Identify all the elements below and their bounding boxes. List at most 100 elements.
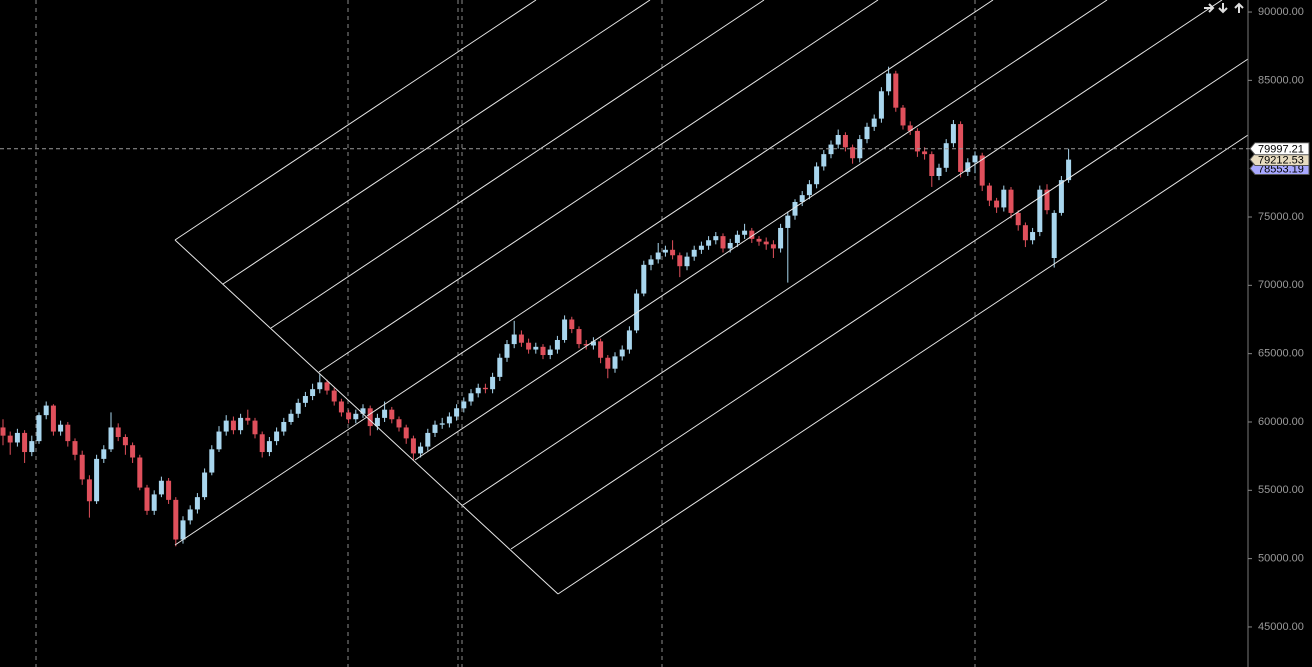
fork-line: [318, 0, 879, 373]
candle-body: [1001, 189, 1007, 208]
candle-body: [727, 242, 733, 249]
scroll-down-icon[interactable]: [1218, 3, 1228, 14]
candle-body: [331, 390, 337, 402]
candle-body: [353, 413, 359, 420]
candle-body: [367, 408, 373, 427]
candle-body: [252, 420, 258, 435]
candle-body: [900, 107, 906, 126]
fork-line: [462, 0, 1223, 506]
candle-body: [259, 434, 265, 453]
candle-body: [7, 435, 13, 443]
candle-body: [115, 427, 121, 438]
candle-body: [324, 382, 330, 391]
candle-body: [230, 420, 236, 431]
fork-line: [510, 58, 1249, 550]
candle-body: [65, 424, 71, 442]
candle-body: [749, 230, 755, 239]
candle-body: [655, 252, 661, 260]
candle-body: [979, 155, 985, 186]
candle-body: [382, 409, 388, 418]
candle-body: [180, 520, 186, 540]
candle-body: [137, 457, 143, 488]
candle-body: [821, 154, 827, 167]
candle-body: [22, 432, 28, 453]
candle-body: [828, 144, 834, 155]
candle-body: [497, 357, 503, 377]
candle-body: [1030, 232, 1036, 241]
candle-body: [346, 412, 352, 420]
candle-body: [122, 437, 128, 446]
time-separators: [35, 0, 976, 667]
candle-body: [547, 349, 553, 356]
candle-body: [648, 259, 654, 265]
candle-body: [173, 499, 179, 540]
candle-body: [792, 201, 798, 216]
fork-line: [414, 0, 1108, 461]
candle-body: [295, 402, 301, 414]
y-tick-label: 90000.00: [1258, 6, 1304, 18]
candle-body: [245, 417, 251, 421]
y-tick-label: 45000.00: [1258, 621, 1304, 633]
candle-body: [1037, 189, 1043, 233]
candle-body: [518, 334, 524, 343]
candle-body: [36, 415, 42, 442]
candle-body: [101, 449, 107, 459]
candle-body: [742, 230, 748, 235]
candle-body: [554, 339, 560, 350]
candle-body: [756, 238, 762, 242]
candle-body: [972, 155, 978, 163]
candle-body: [590, 341, 596, 346]
candle-body: [857, 139, 863, 159]
candle-body: [223, 420, 229, 432]
candle-body: [432, 424, 438, 433]
candle-body: [490, 376, 496, 390]
candle-body: [158, 480, 164, 495]
y-tick-label: 60000.00: [1258, 416, 1304, 428]
candle-body: [439, 423, 445, 425]
scroll-icons[interactable]: [1204, 2, 1244, 14]
candle-body: [626, 330, 632, 350]
candle-body: [151, 494, 157, 511]
candle-body: [14, 432, 20, 443]
candle-body: [58, 424, 64, 432]
candle-body: [72, 441, 78, 455]
fork-line: [557, 134, 1249, 595]
candle-body: [641, 264, 647, 294]
candle-body: [907, 125, 913, 131]
candle-body: [461, 401, 467, 409]
candle-body: [310, 389, 316, 397]
price-label: 79997.21: [1258, 144, 1304, 156]
fork-line: [174, 0, 537, 241]
candle-body: [770, 244, 776, 249]
candle-body: [86, 479, 92, 502]
candle-body: [108, 427, 114, 450]
y-tick-label: 70000.00: [1258, 279, 1304, 291]
candle-body: [533, 346, 539, 350]
candles: [0, 66, 1072, 547]
candle-body: [1058, 180, 1064, 213]
candle-body: [281, 421, 287, 432]
candle-body: [1008, 189, 1014, 213]
y-tick-label: 65000.00: [1258, 348, 1304, 360]
candle-body: [958, 124, 964, 172]
scroll-right-icon[interactable]: [1204, 3, 1215, 13]
candle-body: [662, 249, 668, 253]
candle-body: [720, 236, 726, 249]
candle-body: [302, 396, 308, 403]
candle-body: [526, 342, 532, 350]
candle-body: [864, 126, 870, 140]
candle-body: [605, 357, 611, 369]
fork-line: [366, 0, 994, 417]
candle-body: [691, 249, 697, 257]
candle-body: [446, 416, 452, 424]
candle-body: [418, 446, 424, 454]
candle-body: [713, 236, 719, 241]
scroll-up-icon[interactable]: [1234, 2, 1244, 13]
candle-body: [389, 409, 395, 420]
candle-body: [871, 118, 877, 127]
candle-body: [799, 195, 805, 202]
candle-body: [778, 227, 784, 249]
candle-body: [965, 162, 971, 172]
fork-line: [222, 0, 651, 285]
